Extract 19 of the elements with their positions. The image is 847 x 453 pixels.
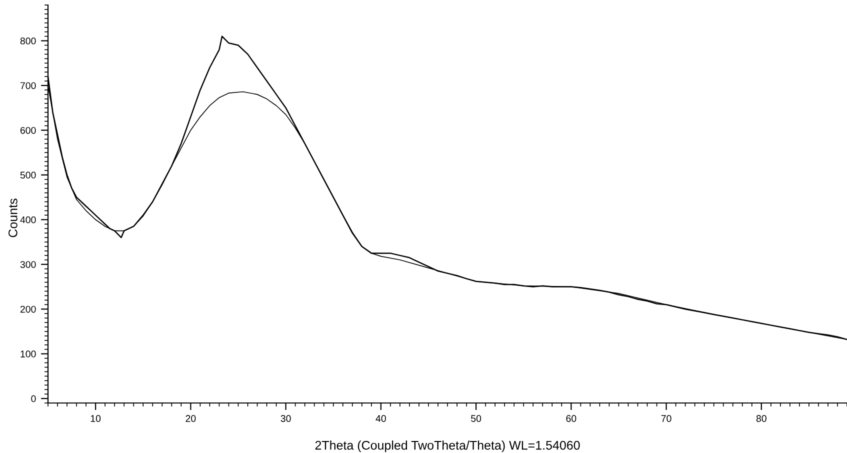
x-tick-label: 20	[186, 415, 196, 422]
y-tick-label: 400	[20, 216, 36, 224]
y-tick-label: 0	[31, 395, 36, 402]
x-tick-label: 30	[280, 415, 291, 422]
y-tick-label: 100	[20, 350, 36, 358]
y-axis-title: Counts	[8, 198, 18, 238]
y-tick-label: 200	[20, 306, 36, 313]
x-tick-label: 80	[756, 415, 766, 422]
y-tick-label: 700	[20, 82, 36, 90]
y-tick-label: 500	[20, 172, 36, 179]
x-tick-label: 60	[566, 415, 576, 422]
x-tick-label: 40	[376, 415, 386, 422]
y-tick-label: 300	[20, 261, 36, 268]
x-tick-label: 70	[661, 415, 672, 422]
x-axis-title: 2Theta (Coupled TwoTheta/Theta) WL=1.54060	[315, 440, 580, 452]
x-tick-label: 10	[90, 415, 101, 422]
x-tick-label: 50	[471, 415, 482, 422]
y-tick-label: 600	[20, 126, 36, 134]
y-tick-label: 800	[20, 38, 36, 44]
